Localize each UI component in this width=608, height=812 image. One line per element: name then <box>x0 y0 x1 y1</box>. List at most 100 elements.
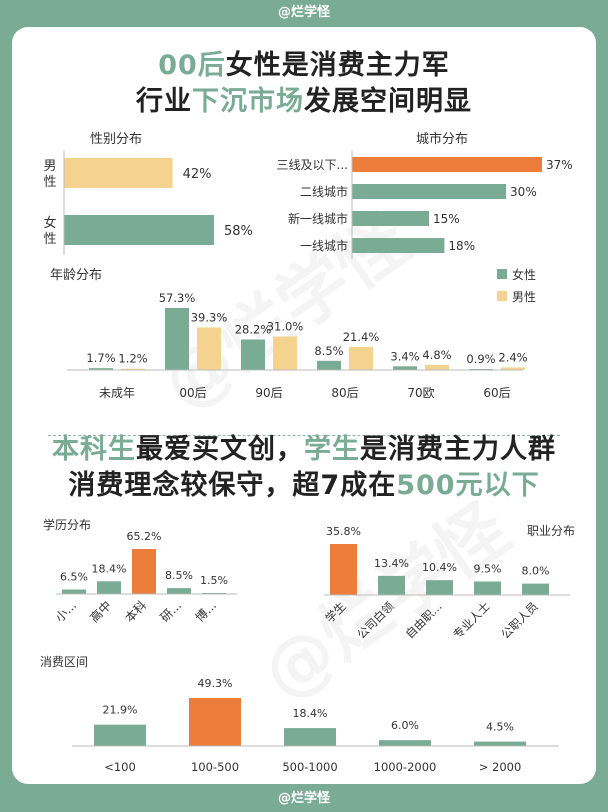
city-category-label: 三线及以下... <box>277 158 348 172</box>
job-data-label: 13.4% <box>374 557 409 570</box>
section-divider <box>48 435 560 436</box>
edu-category-label: 研... <box>158 598 184 624</box>
spend-bar <box>379 740 431 746</box>
age-data-label: 1.2% <box>118 352 147 366</box>
age-chart-title: 年龄分布 <box>50 268 102 283</box>
age-bar <box>121 368 145 370</box>
city-category-label: 一线城市 <box>300 238 348 253</box>
age-data-label: 28.2% <box>235 322 272 336</box>
job-category-label: 公职人员 <box>498 599 540 641</box>
headline-segment: 00后 <box>158 50 226 81</box>
age-bar <box>197 327 221 370</box>
gender-chart-title: 性别分布 <box>90 132 142 147</box>
job-bar <box>522 583 549 595</box>
spend-category-label: 500-1000 <box>282 760 337 774</box>
age-legend-label: 男性 <box>512 290 536 304</box>
edu-bar <box>202 592 226 594</box>
edu-category-label: 小... <box>53 598 79 624</box>
headline-segment: 女性是消费主力军 <box>225 50 450 81</box>
spend-chart-title: 消费区间 <box>40 655 88 669</box>
headline-2-line-1: 本科生最爱买文创，学生是消费主力人群 <box>12 427 596 466</box>
edu-category-label: 博... <box>192 598 219 625</box>
brand-footer: @烂学怪 <box>277 791 330 806</box>
age-category-label: 未成年 <box>99 386 135 400</box>
age-bar <box>317 360 341 370</box>
age-bar <box>501 367 525 370</box>
job-category-label: 公司白领 <box>354 599 397 642</box>
gender-bar <box>64 215 214 245</box>
spend-data-label: 49.3% <box>198 677 233 690</box>
edu-bar <box>62 589 86 594</box>
city-data-label: 18% <box>448 239 475 253</box>
edu-data-label: 8.5% <box>165 569 193 582</box>
gender-bar <box>64 158 173 188</box>
spend-bar <box>474 741 526 746</box>
age-category-label: 60后 <box>483 386 510 400</box>
age-data-label: 0.9% <box>466 352 495 366</box>
infographic-card: @烂学怪 @烂学怪 00后女性是消费主力军 行业下沉市场发展空间明显 本科生最爱… <box>12 27 596 784</box>
gender-category-label: 性 <box>43 232 56 247</box>
age-bar <box>89 368 113 370</box>
age-category-label: 80后 <box>331 386 358 400</box>
edu-data-label: 18.4% <box>92 562 127 575</box>
headline-segment: 学生 <box>304 434 360 465</box>
city-category-label: 新一线城市 <box>288 211 348 226</box>
age-bar <box>165 308 189 370</box>
age-bar <box>349 346 373 370</box>
job-data-label: 35.8% <box>326 525 361 538</box>
job-bar <box>330 544 357 595</box>
headline-2-line-2: 消费理念较保守，超7成在500元以下 <box>12 463 596 502</box>
job-data-label: 8.0% <box>522 565 550 578</box>
age-bar <box>241 339 265 370</box>
city-bar <box>352 157 542 172</box>
spend-category-label: <100 <box>104 760 136 774</box>
city-bar <box>352 184 507 199</box>
gender-category-label: 男 <box>43 159 56 174</box>
headline-segment: 消费理念较保守，超7成在 <box>68 470 397 501</box>
spend-category-label: > 2000 <box>479 760 522 774</box>
age-data-label: 8.5% <box>314 344 343 358</box>
spend-category-label: 1000-2000 <box>374 760 437 774</box>
edu-data-label: 6.5% <box>60 571 88 584</box>
spend-data-label: 6.0% <box>391 719 419 732</box>
age-data-label: 21.4% <box>343 330 380 344</box>
headline-segment: 行业 <box>136 86 192 117</box>
edu-chart-title: 学历分布 <box>43 517 91 532</box>
headline-1-line-2: 行业下沉市场发展空间明显 <box>12 79 596 118</box>
age-data-label: 39.3% <box>191 310 228 324</box>
city-data-label: 30% <box>510 185 537 199</box>
edu-bar <box>132 549 156 594</box>
gender-category-label: 性 <box>43 175 56 190</box>
spend-data-label: 18.4% <box>293 707 328 720</box>
job-chart-title: 职业分布 <box>527 524 575 538</box>
age-data-label: 1.7% <box>86 351 115 365</box>
age-data-label: 31.0% <box>267 319 304 333</box>
job-bar <box>474 581 501 595</box>
spend-bar <box>94 724 146 746</box>
gender-category-label: 女 <box>43 215 56 231</box>
headline-segment: 本科生 <box>52 434 136 465</box>
gender-data-label: 42% <box>183 167 212 182</box>
headline-1-line-1: 00后女性是消费主力军 <box>12 43 596 82</box>
job-data-label: 9.5% <box>474 562 502 575</box>
job-category-label: 自由职... <box>403 599 445 641</box>
city-bar <box>352 238 445 253</box>
spend-bar <box>189 698 241 746</box>
edu-data-label: 65.2% <box>127 530 162 543</box>
city-data-label: 15% <box>433 212 460 226</box>
city-data-label: 37% <box>546 158 573 172</box>
age-bar <box>273 336 297 370</box>
edu-data-label: 1.5% <box>200 574 228 587</box>
job-category-label: 学生 <box>322 599 348 625</box>
age-data-label: 4.8% <box>422 348 451 362</box>
job-category-label: 专业人士 <box>450 599 492 641</box>
gender-data-label: 58% <box>224 224 253 239</box>
city-chart-title: 城市分布 <box>416 131 468 147</box>
headline-segment: 500元以下 <box>396 470 540 501</box>
spend-bar <box>284 728 336 746</box>
headline-segment: 最爱买文创， <box>136 434 304 465</box>
age-category-label: 90后 <box>255 386 282 400</box>
age-data-label: 57.3% <box>159 291 196 305</box>
edu-bar <box>167 588 191 594</box>
